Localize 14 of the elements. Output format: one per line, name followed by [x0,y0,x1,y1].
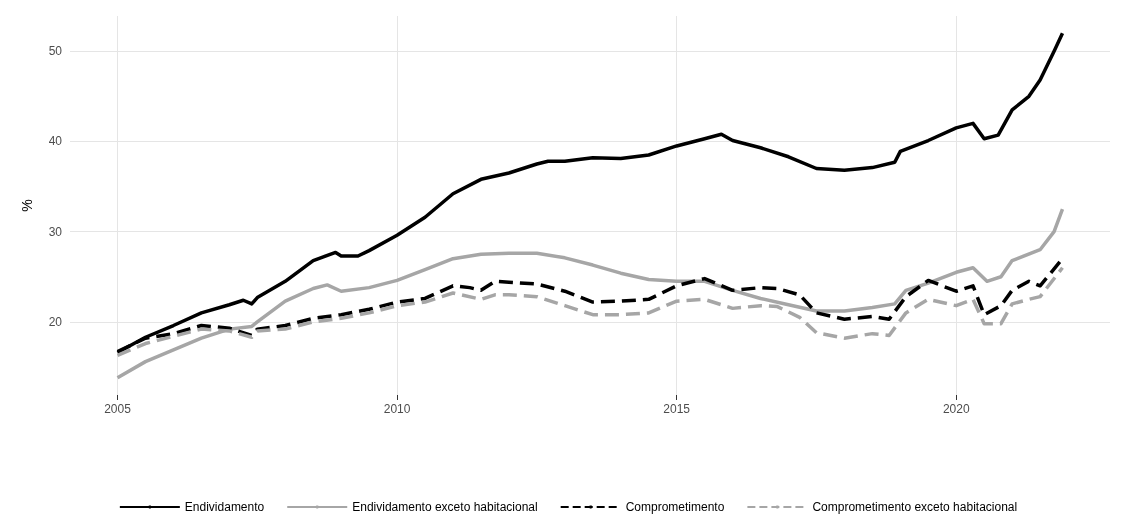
legend-label: Endividamento [184,500,265,514]
legend-label: Endividamento exceto habitacional [352,500,538,514]
y-tick-label: 40 [48,134,63,149]
legend-label: Comprometimento exceto habitacional [812,500,1018,514]
line-series [115,207,1065,380]
y-tick-label: 30 [48,224,63,239]
y-axis-title: % [19,199,35,212]
y-tick-label: 20 [48,314,63,329]
legend-label: Comprometimento [625,500,725,514]
y-tick-label: 50 [48,44,63,59]
x-tick-label: 2015 [663,402,691,416]
x-tick-label: 2010 [383,402,411,416]
x-tick-label: 2020 [942,402,970,416]
x-tick-label: 2005 [104,402,132,416]
